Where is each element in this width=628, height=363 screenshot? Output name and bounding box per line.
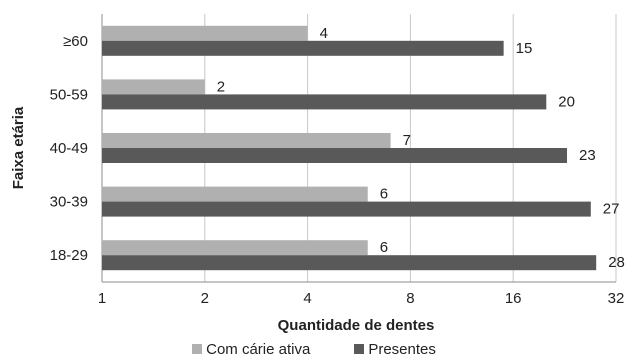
x-tick-label: 8	[406, 290, 414, 307]
legend-item-presentes: Presentes	[354, 338, 436, 360]
legend-item-com-carie: Com cárie ativa	[192, 338, 310, 360]
category-labels: ≥60 50-59 40-49 30-39 18-29	[50, 33, 88, 264]
data-label: 15	[516, 40, 533, 57]
data-label: 23	[579, 147, 596, 164]
category-label: 50-59	[50, 86, 88, 103]
bar	[102, 201, 591, 217]
data-label: 2	[217, 78, 225, 95]
bar	[102, 255, 597, 271]
legend-label: Com cárie ativa	[206, 340, 311, 358]
bar	[102, 94, 547, 110]
data-label: 6	[380, 239, 388, 256]
category-label: 18-29	[50, 247, 88, 264]
bar	[102, 40, 504, 56]
y-axis-title: Faixa etária	[10, 106, 27, 189]
x-tick-labels: 1 2 4 8 16 32	[98, 290, 625, 307]
bar	[102, 186, 368, 202]
data-label: 27	[603, 201, 620, 218]
x-tick-label: 32	[608, 290, 625, 307]
bar	[102, 148, 568, 163]
category-label: 40-49	[50, 140, 88, 157]
x-tick-label: 16	[505, 290, 522, 307]
data-label: 7	[403, 132, 411, 149]
legend: Com cárie ativa Presentes	[0, 338, 628, 360]
bar	[102, 133, 391, 148]
x-tick-label: 2	[201, 290, 209, 307]
bar	[102, 240, 368, 256]
data-label: 6	[380, 186, 388, 203]
data-label: 20	[558, 93, 575, 110]
data-label: 28	[608, 254, 625, 271]
x-tick-label: 1	[98, 290, 106, 307]
legend-swatch-dark	[354, 344, 365, 354]
category-label: 30-39	[50, 194, 88, 211]
legend-swatch-light	[192, 344, 203, 354]
bars: 4 15 2 20 7 23 6 27 6 28	[102, 25, 625, 271]
category-label: ≥60	[63, 33, 88, 50]
x-axis-title: Quantidade de dentes	[278, 317, 435, 334]
bar	[102, 79, 205, 95]
legend-label: Presentes	[368, 340, 436, 358]
x-tick-label: 4	[303, 290, 311, 307]
bar	[102, 25, 308, 41]
data-label: 4	[320, 25, 328, 42]
